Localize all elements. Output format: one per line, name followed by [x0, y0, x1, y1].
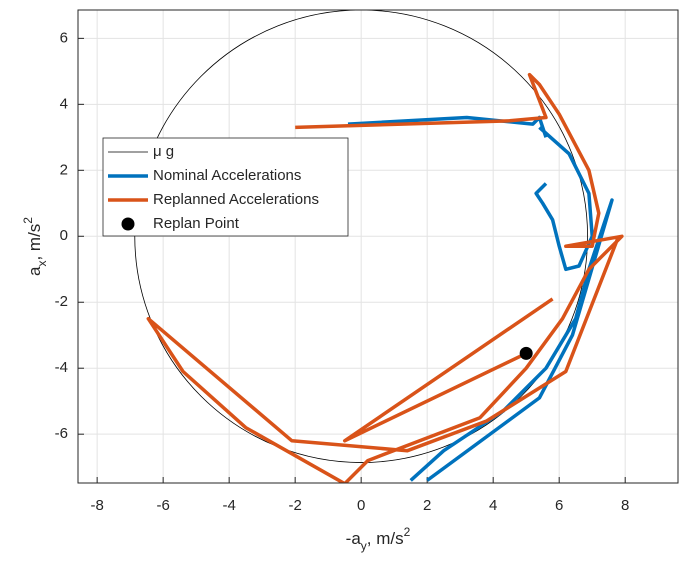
x-axis-label-text: , m/s: [367, 529, 404, 548]
y-tick-label: -4: [55, 359, 68, 376]
y-tick-label: 6: [60, 29, 68, 46]
legend-label: Replanned Accelerations: [153, 191, 319, 208]
y-tick-label: 0: [60, 227, 68, 244]
x-tick-label: -2: [288, 497, 301, 514]
x-tick-label: -4: [222, 497, 235, 514]
x-tick-label: -8: [90, 497, 103, 514]
x-axis-label: -ay, m/s2: [346, 525, 411, 553]
legend-label: Replan Point: [153, 215, 240, 232]
x-tick-label: 0: [357, 497, 365, 514]
y-axis-label-text: , m/s: [25, 224, 44, 261]
legend-symbol: [121, 217, 135, 231]
x-axis-label-sup: 2: [404, 525, 411, 539]
axes-box: [77, 9, 679, 484]
x-tick-label: 6: [555, 497, 563, 514]
x-tick-label: 2: [423, 497, 431, 514]
y-axis-label-sub: x: [35, 261, 49, 267]
legend-label: μ g: [153, 143, 174, 160]
x-tick-label: -6: [156, 497, 169, 514]
y-axis-label: ax, m/s2: [21, 217, 49, 276]
x-tick-label: 8: [621, 497, 629, 514]
y-tick-label: -2: [55, 293, 68, 310]
data-line: [146, 72, 624, 483]
y-tick-label: 2: [60, 161, 68, 178]
data-line: [347, 115, 614, 482]
y-axis-label-sup: 2: [21, 217, 35, 224]
legend-label: Nominal Accelerations: [153, 167, 301, 184]
y-axis-label-base: a: [25, 266, 44, 276]
y-tick-label: -6: [55, 425, 68, 442]
legend-box: [102, 137, 349, 237]
x-axis-label-base: -a: [346, 529, 362, 548]
x-axis-label-sub: y: [361, 539, 367, 553]
x-tick-label: 4: [489, 497, 497, 514]
data-point: [519, 346, 533, 360]
y-tick-label: 4: [60, 95, 68, 112]
